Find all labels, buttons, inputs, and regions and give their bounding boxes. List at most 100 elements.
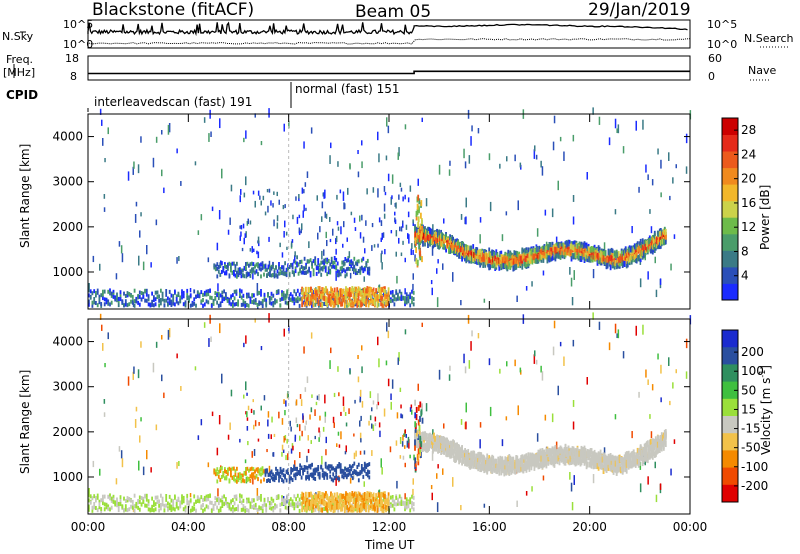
echo-cell: [544, 209, 547, 216]
echo-cell: [126, 293, 129, 298]
echo-cell: [375, 295, 377, 301]
echo-cell: [278, 199, 280, 205]
echo-cell: [469, 245, 472, 252]
echo-cell: [405, 296, 408, 301]
echo-cell: [286, 301, 289, 306]
echo-cell: [316, 195, 318, 201]
echo-cell: [96, 288, 99, 293]
echo-cell: [550, 255, 553, 262]
echo-cell: [404, 299, 406, 304]
echo-cell: [182, 294, 185, 299]
echo-cell: [135, 201, 138, 207]
echo-cell: [328, 298, 331, 304]
echo-cell: [669, 195, 671, 201]
echo-cell: [363, 450, 366, 455]
echo-cell: [145, 497, 148, 502]
echo-cell: [246, 499, 248, 504]
echo-cell: [430, 280, 433, 285]
echo-cell: [174, 507, 176, 512]
echo-cell: [341, 506, 344, 512]
echo-cell: [608, 255, 611, 262]
freq-label: Freq.: [6, 53, 34, 66]
echo-cell: [429, 441, 431, 448]
echo-cell: [465, 402, 467, 413]
echo-cell: [419, 227, 421, 234]
echo-cell: [200, 504, 203, 509]
echo-cell: [365, 507, 367, 513]
echo-cell: [515, 259, 518, 265]
echo-cell: [233, 269, 235, 274]
echo-cell: [430, 234, 432, 241]
echo-cell: [384, 286, 386, 292]
echo-cell: [380, 237, 382, 242]
echo-cell: [119, 495, 122, 500]
echo-cell: [531, 254, 534, 261]
echo-cell: [321, 468, 324, 473]
echo-cell: [140, 341, 142, 348]
echo-cell: [246, 411, 248, 418]
echo-cell: [554, 255, 557, 262]
echo-cell: [410, 404, 413, 409]
echo-cell: [381, 287, 384, 293]
echo-cell: [592, 245, 595, 252]
echo-cell: [390, 196, 392, 205]
echo-cell: [247, 508, 250, 513]
echo-cell: [657, 230, 660, 237]
echo-cell: [397, 296, 399, 301]
echo-cell: [441, 237, 443, 243]
echo-cell: [296, 261, 298, 266]
echo-cell: [243, 394, 245, 399]
echo-cell: [384, 191, 387, 196]
echo-cell: [390, 504, 392, 509]
echo-cell: [321, 294, 324, 300]
echo-cell: [339, 272, 342, 277]
echo-cell: [331, 495, 334, 501]
echo-cell: [411, 505, 413, 510]
echo-cell: [177, 301, 180, 306]
echo-cell: [318, 287, 321, 293]
echo-cell: [423, 434, 425, 441]
echo-cell: [151, 496, 153, 501]
echo-cell: [241, 247, 244, 252]
echo-cell: [386, 506, 389, 511]
echo-cell: [214, 264, 217, 269]
echo-cell: [612, 261, 615, 268]
echo-cell: [400, 297, 403, 301]
echo-cell: [286, 289, 289, 294]
echo-cell: [101, 324, 103, 331]
echo-cell: [234, 472, 237, 477]
echo-cell: [307, 497, 310, 501]
echo-cell: [405, 292, 408, 297]
echo-cell: [102, 292, 104, 297]
echo-cell: [404, 429, 406, 434]
echo-cell: [571, 502, 574, 511]
echo-cell: [352, 506, 355, 512]
nsky-label: N.Sky: [2, 30, 34, 43]
echo-cell: [658, 243, 661, 250]
echo-cell: [349, 477, 352, 484]
echo-cell: [218, 210, 221, 220]
echo-cell: [245, 265, 247, 270]
echo-cell: [584, 252, 587, 259]
echo-cell: [353, 256, 356, 261]
echo-cell: [659, 239, 662, 246]
echo-cell: [361, 345, 363, 351]
echo-cell: [298, 303, 301, 308]
echo-cell: [359, 270, 362, 275]
echo-cell: [308, 301, 311, 307]
echo-cell: [660, 159, 662, 169]
echo-cell: [441, 240, 443, 247]
echo-cell: [387, 378, 390, 387]
echo-cell: [385, 299, 387, 305]
echo-cell: [282, 267, 285, 272]
echo-cell: [479, 261, 482, 268]
echo-cell: [361, 140, 363, 146]
echo-cell: [574, 246, 577, 253]
echo-cell: [335, 292, 337, 298]
echo-cell: [360, 415, 362, 421]
echo-cell: [261, 509, 264, 513]
echo-cell: [632, 253, 635, 260]
echo-cell: [585, 246, 588, 253]
echo-cell: [319, 502, 322, 507]
echo-cell: [240, 500, 243, 505]
